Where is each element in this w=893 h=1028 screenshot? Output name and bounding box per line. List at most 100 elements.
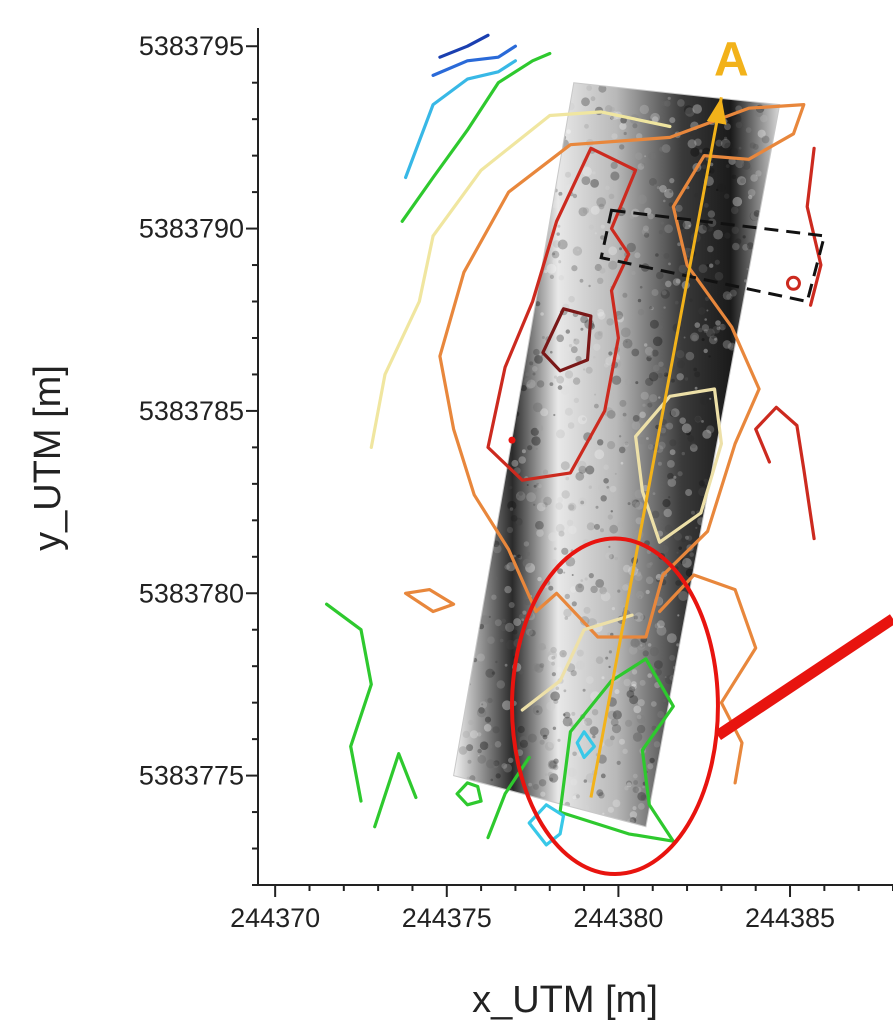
strip-speckle: [704, 296, 710, 301]
strip-speckle: [532, 705, 543, 716]
strip-speckle: [547, 759, 558, 770]
strip-speckle: [652, 116, 659, 123]
strip-speckle: [563, 608, 572, 618]
y-axis-title: y_UTM [m]: [27, 365, 69, 551]
strip-speckle: [684, 105, 693, 114]
strip-speckle: [550, 350, 553, 354]
strip-speckle: [675, 278, 681, 284]
strip-speckle: [648, 445, 651, 448]
strip-speckle: [707, 245, 714, 253]
strip-speckle: [649, 562, 653, 566]
strip-speckle: [685, 107, 695, 117]
strip-speckle: [520, 385, 527, 392]
strip-speckle: [607, 514, 613, 520]
strip-speckle: [632, 806, 637, 811]
strip-speckle: [492, 726, 500, 734]
strip-speckle: [657, 461, 662, 466]
strip-speckle: [561, 652, 565, 656]
strip-speckle: [688, 224, 691, 227]
strip-speckle: [631, 501, 640, 510]
strip-speckle: [622, 584, 629, 591]
strip-speckle: [504, 564, 510, 570]
strip-speckle: [527, 733, 537, 743]
strip-speckle: [579, 278, 584, 283]
strip-speckle: [642, 225, 649, 232]
strip-speckle: [648, 444, 654, 450]
strip-speckle: [698, 224, 707, 234]
strip-speckle: [639, 285, 643, 289]
strip-speckle: [538, 779, 547, 787]
strip-speckle: [494, 619, 502, 627]
strip-speckle: [677, 242, 681, 247]
y-axis-ticks: 5383775 5383780 5383785 5383790 5383795: [139, 31, 258, 886]
strip-speckle: [558, 191, 563, 196]
strip-speckle: [571, 601, 577, 607]
strip-speckle: [531, 436, 541, 446]
strip-speckle: [631, 499, 637, 505]
strip-speckle: [572, 751, 577, 757]
strip-speckle: [698, 327, 703, 333]
strip-speckle: [698, 264, 708, 273]
strip-speckle: [547, 740, 555, 749]
strip-speckle: [588, 485, 592, 489]
strip-speckle: [663, 253, 670, 259]
strip-speckle: [566, 519, 574, 526]
strip-speckle: [641, 228, 649, 236]
x-axis-title: x_UTM [m]: [472, 979, 658, 1021]
strip-speckle: [558, 530, 565, 537]
strip-speckle: [618, 435, 622, 438]
strip-speckle: [752, 143, 759, 150]
strip-speckle: [693, 367, 698, 372]
strip-speckle: [650, 306, 654, 311]
strip-speckle: [715, 188, 719, 192]
strip-speckle: [496, 680, 505, 689]
strip-speckle: [629, 817, 637, 824]
profile-line-a: A: [589, 33, 749, 798]
strip-speckle: [667, 472, 674, 480]
strip-speckle: [593, 343, 601, 351]
strip-speckle: [513, 554, 516, 558]
strip-speckle: [599, 586, 607, 595]
contour-line-20: [527, 803, 566, 847]
strip-speckle: [655, 253, 659, 257]
strip-speckle: [631, 669, 638, 675]
strip-speckle: [603, 464, 609, 470]
strip-speckle: [633, 705, 642, 714]
strip-speckle: [601, 676, 605, 680]
strip-speckle: [516, 519, 523, 526]
strip-speckle: [698, 307, 706, 315]
strip-speckle: [505, 622, 515, 633]
strip-speckle: [694, 138, 702, 146]
strip-speckle: [556, 375, 565, 384]
strip-speckle: [509, 507, 514, 511]
strip-speckle: [526, 379, 536, 389]
strip-speckle: [666, 422, 674, 430]
strip-speckle: [760, 114, 768, 123]
strip-speckle: [637, 699, 645, 707]
strip-speckle: [647, 763, 654, 770]
strip-speckle: [667, 460, 675, 468]
strip-speckle: [522, 610, 527, 615]
strip-speckle: [631, 499, 641, 508]
strip-speckle: [631, 421, 641, 430]
strip-speckle: [708, 335, 718, 345]
strip-speckle: [676, 360, 685, 369]
strip-speckle: [552, 726, 557, 730]
strip-speckle: [647, 351, 654, 358]
strip-speckle: [676, 643, 680, 647]
strip-speckle: [523, 541, 530, 547]
strip-speckle: [659, 544, 669, 554]
contour-line-8: [657, 573, 758, 785]
strip-speckle: [476, 708, 487, 718]
strip-speckle: [580, 315, 588, 324]
strip-speckle: [578, 207, 588, 217]
strip-speckle: [536, 710, 539, 713]
strip-speckle: [671, 378, 675, 383]
strip-speckle: [553, 413, 556, 417]
strip-speckle: [608, 650, 613, 654]
strip-speckle: [583, 804, 590, 811]
strip-speckle: [722, 291, 732, 300]
strip-speckle: [611, 724, 622, 734]
strip-speckle: [695, 416, 701, 422]
strip-speckle: [596, 309, 605, 317]
